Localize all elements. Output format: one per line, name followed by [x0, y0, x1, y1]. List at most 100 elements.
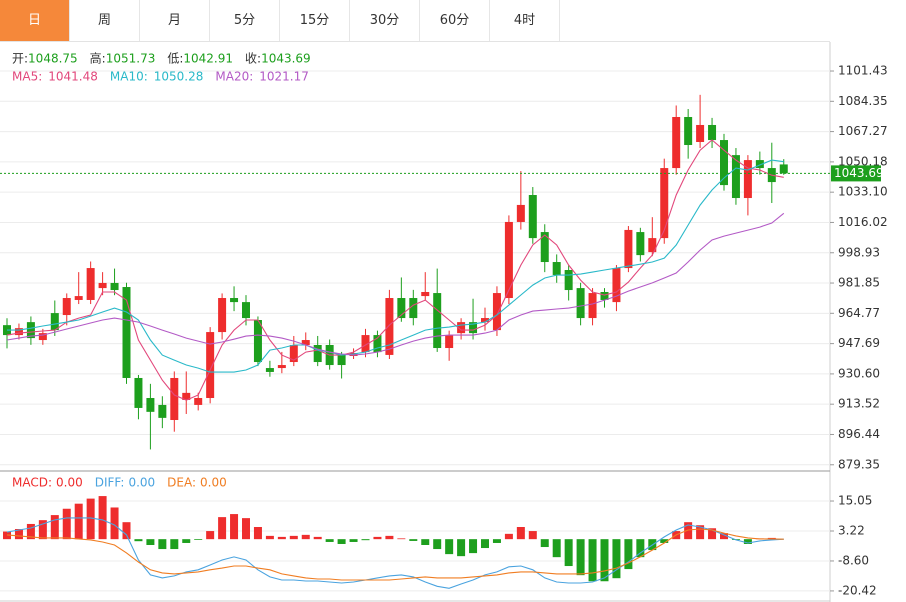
- last-price-label: 1043.69: [834, 166, 884, 180]
- candle-body: [182, 392, 191, 400]
- candle-body: [576, 288, 585, 319]
- macd-bar: [194, 539, 203, 540]
- candle-body: [684, 116, 693, 146]
- y-tick-label: 1050.18: [838, 154, 888, 168]
- macd-bar: [38, 520, 47, 540]
- macd-bar: [660, 539, 669, 543]
- macd-bar: [110, 507, 119, 540]
- candle-body: [481, 318, 489, 323]
- y-tick-label: 1033.10: [838, 185, 888, 199]
- candle-body: [624, 229, 633, 269]
- indicator-line: [6, 212, 785, 356]
- macd-bar: [588, 539, 597, 582]
- macd-bar: [576, 539, 585, 576]
- legend-label: DEA:: [167, 476, 196, 490]
- candle-body: [38, 333, 47, 341]
- candle-body: [98, 282, 107, 289]
- y-tick-label: 1016.02: [838, 215, 888, 229]
- legend-label: MACD:: [12, 476, 52, 490]
- period-tab[interactable]: 30分: [350, 0, 420, 41]
- candle-body: [421, 291, 430, 297]
- period-tab[interactable]: 日: [0, 0, 70, 41]
- macd-bar: [74, 503, 83, 540]
- legend-label: MA20:: [215, 70, 253, 84]
- candle-body: [134, 377, 143, 408]
- period-tab[interactable]: 月: [140, 0, 210, 41]
- macd-bar: [122, 522, 131, 540]
- macd-bar: [516, 527, 525, 540]
- macd-bar: [50, 515, 59, 540]
- period-tab[interactable]: 15分: [280, 0, 350, 41]
- macd-bar: [385, 535, 394, 540]
- candle-body: [265, 368, 274, 372]
- ohlc-value: 1042.91: [183, 52, 233, 66]
- period-tab[interactable]: 5分: [210, 0, 280, 41]
- macd-bar: [409, 539, 418, 541]
- candle-body: [313, 345, 322, 363]
- macd-bar: [26, 523, 35, 540]
- macd-bar: [492, 539, 501, 543]
- y-tick-label: 896.44: [838, 427, 880, 441]
- candle-body: [433, 293, 442, 349]
- indicator-line: [7, 159, 784, 373]
- macd-bar: [433, 539, 442, 550]
- indicator-line: [6, 139, 784, 401]
- candle-body: [564, 270, 573, 291]
- candle-body: [50, 313, 59, 331]
- candle-body: [600, 291, 609, 300]
- candle-body: [540, 232, 549, 263]
- macd-bar: [564, 539, 573, 567]
- macd-bar: [743, 539, 752, 544]
- macd-bar: [481, 539, 489, 549]
- macd-bar: [146, 539, 155, 545]
- macd-bar: [397, 538, 406, 540]
- candle-body: [720, 140, 728, 186]
- candle-body: [337, 354, 346, 366]
- period-tab[interactable]: 4时: [490, 0, 560, 41]
- y-tick-label: -20.42: [838, 583, 877, 597]
- candle-body: [588, 293, 597, 319]
- y-tick-label: 947.69: [838, 336, 880, 350]
- y-tick-label: 964.77: [838, 306, 880, 320]
- ohlc-label: 收:: [245, 52, 261, 66]
- macd-bar: [218, 517, 227, 540]
- candle-body: [62, 298, 71, 316]
- legend-value: 0.00: [128, 476, 155, 490]
- candle-body: [218, 298, 227, 333]
- ohlc-value: 1051.73: [106, 52, 156, 66]
- candle-body: [672, 116, 681, 169]
- macd-bar: [528, 531, 537, 540]
- macd-bar: [469, 539, 478, 554]
- candle-body: [755, 160, 764, 169]
- candle-body: [445, 335, 454, 349]
- candle-body: [14, 328, 23, 336]
- macd-bar: [540, 539, 549, 548]
- candle-body: [373, 335, 382, 353]
- last-price-box: [831, 165, 881, 182]
- macd-bar: [62, 508, 71, 540]
- macd-bar: [182, 539, 191, 543]
- candle-body: [74, 296, 83, 300]
- candle-body: [253, 320, 262, 363]
- y-tick-label: 930.60: [838, 366, 880, 380]
- y-tick-label: 879.35: [838, 457, 880, 471]
- candle-body: [612, 268, 621, 303]
- macd-bar: [708, 528, 717, 540]
- legend-value: 0.00: [56, 476, 83, 490]
- macd-bar: [206, 531, 215, 540]
- candle-body: [301, 340, 310, 346]
- legend-value: 1041.48: [48, 70, 98, 84]
- macd-bar: [600, 539, 609, 582]
- macd-bar: [349, 539, 358, 542]
- legend-value: 0.00: [200, 476, 227, 490]
- macd-bar: [134, 539, 143, 542]
- period-tab[interactable]: 60分: [420, 0, 490, 41]
- candle-body: [242, 302, 250, 319]
- candle-body: [86, 268, 95, 300]
- macd-bar: [684, 522, 693, 540]
- period-tab[interactable]: 周: [70, 0, 140, 41]
- candle-body: [660, 168, 669, 239]
- candle-body: [457, 322, 466, 334]
- macd-bar: [253, 527, 262, 540]
